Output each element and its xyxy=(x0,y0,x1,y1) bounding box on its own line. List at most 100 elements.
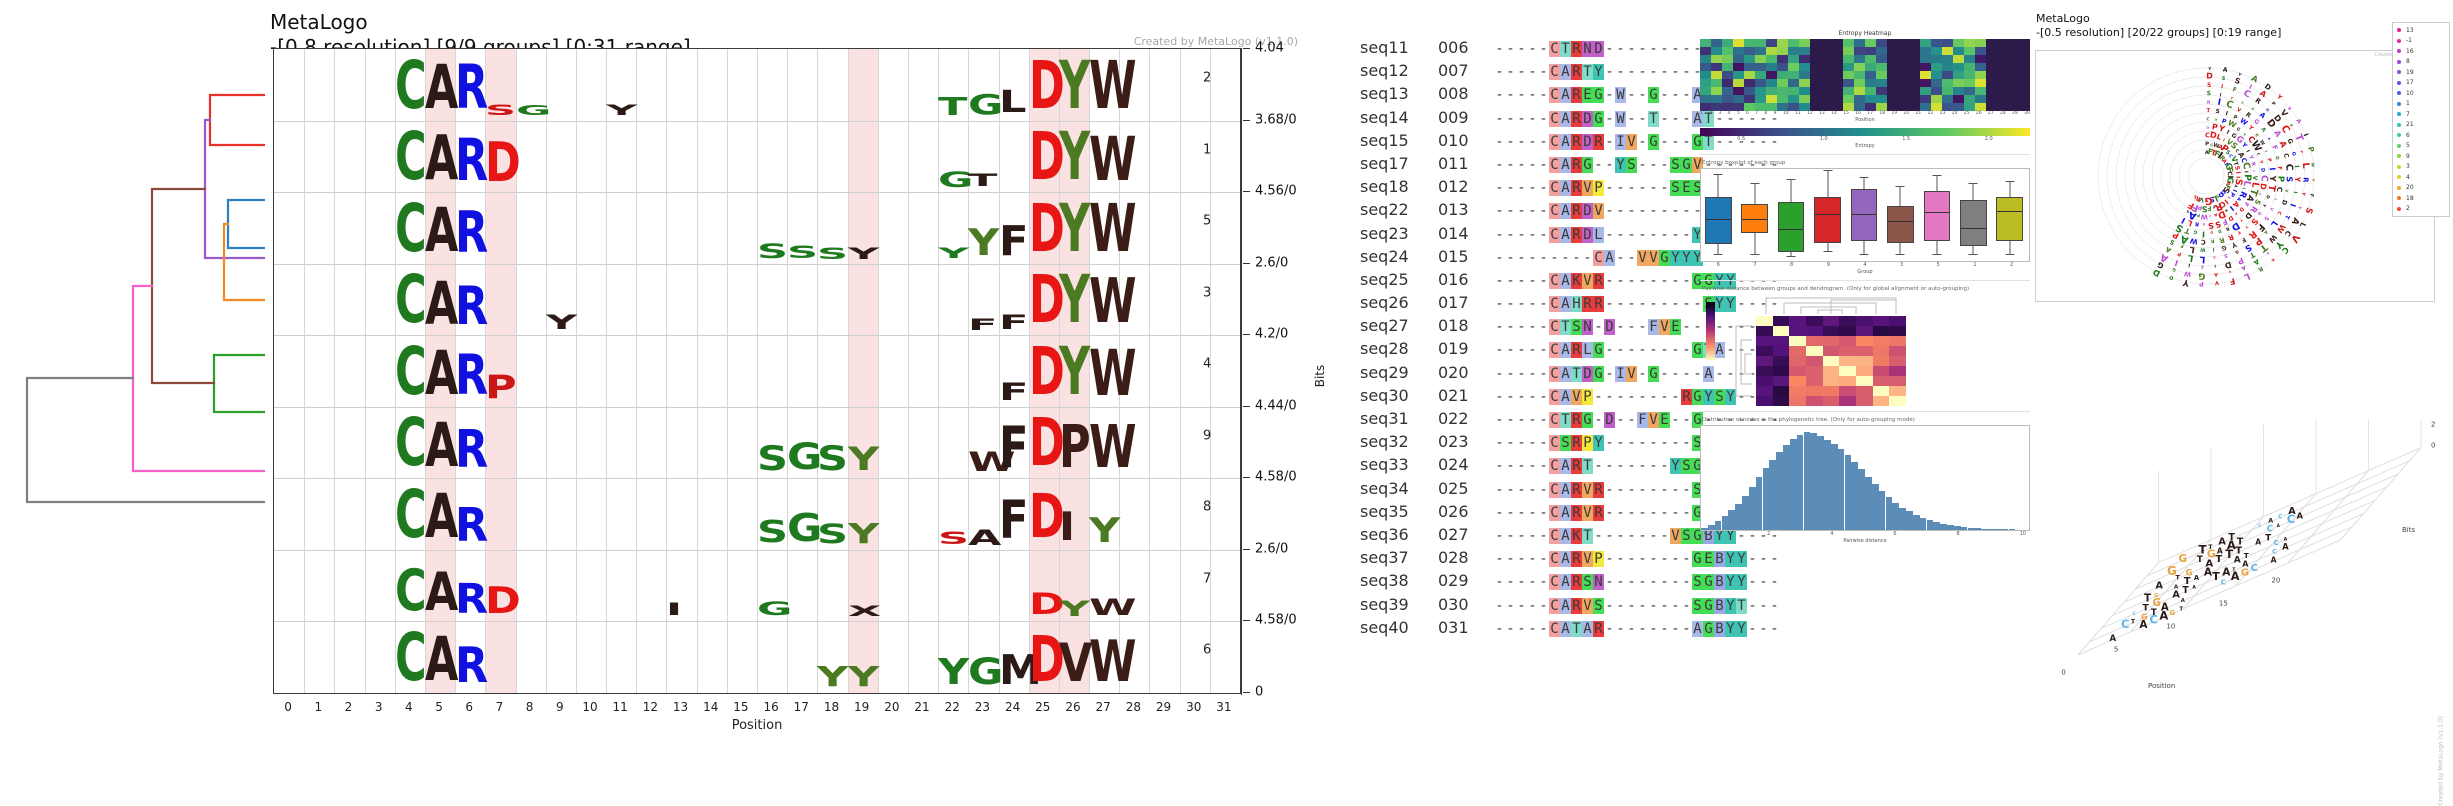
heatmap-cell xyxy=(1986,71,1997,79)
legend-item[interactable]: 7 xyxy=(2395,109,2447,120)
legend-item[interactable]: 10 xyxy=(2395,88,2447,99)
position-tick: 3 xyxy=(374,700,383,714)
alignment-residue: R xyxy=(1571,574,1582,591)
legend-item[interactable]: 9 xyxy=(2395,151,2447,162)
alignment-residue: Y xyxy=(1692,249,1703,266)
histogram-bar xyxy=(1783,444,1790,530)
alignment-seq-index: 009 xyxy=(1438,107,1469,127)
alignment-residue: - xyxy=(1627,110,1636,127)
3d-logo-letter: G xyxy=(2152,597,2161,609)
alignment-residue: - xyxy=(1528,574,1537,591)
legend-item[interactable]: 3 xyxy=(2395,162,2447,173)
legend-item[interactable]: 19 xyxy=(2395,67,2447,78)
legend-item[interactable]: -1 xyxy=(2395,36,2447,47)
alignment-residue: - xyxy=(1627,551,1636,568)
heatmap-cell xyxy=(1909,55,1920,63)
circular-logo-letter: W xyxy=(2238,116,2249,127)
circular-logo-letter: W xyxy=(2189,236,2199,246)
alignment-residue: - xyxy=(1605,296,1614,313)
heatmap-cell xyxy=(1876,63,1887,71)
legend-label: 20 xyxy=(2406,184,2414,192)
alignment-residue: - xyxy=(1748,133,1757,150)
alignment-residue: S xyxy=(1670,156,1681,173)
alignment-residue: - xyxy=(1660,435,1669,452)
heatmap-cell xyxy=(1722,71,1733,79)
legend-item[interactable]: 4 xyxy=(2395,172,2447,183)
alignment-residue: - xyxy=(1506,180,1515,197)
heatmap-cell xyxy=(1832,79,1843,87)
legend-item[interactable]: 20 xyxy=(2395,183,2447,194)
entropy-colorbar xyxy=(1700,128,2030,136)
3d-bits-label: Bits xyxy=(2402,526,2415,534)
alignment-residue: - xyxy=(1517,180,1526,197)
clustermap-cell xyxy=(1889,316,1906,326)
legend-item[interactable]: 5 xyxy=(2395,141,2447,152)
heatmap-cell xyxy=(1810,103,1821,111)
alignment-residue: - xyxy=(1539,87,1548,104)
heatmap-cell xyxy=(1986,63,1997,71)
alignment-residue: - xyxy=(1517,296,1526,313)
circular-logo-letter: D xyxy=(2217,229,2222,235)
heatmap-cell xyxy=(1788,63,1799,71)
alignment-residue: - xyxy=(1671,574,1680,591)
alignment-residue: A xyxy=(1560,597,1571,614)
circular-logo-letter: R xyxy=(2301,177,2309,183)
alignment-residue: - xyxy=(1583,249,1592,266)
alignment-residue: - xyxy=(1748,551,1757,568)
alignment-residue: - xyxy=(1539,41,1548,57)
alignment-residue: V xyxy=(1692,156,1703,173)
legend-item[interactable]: 1 xyxy=(2395,99,2447,110)
alignment-residue: - xyxy=(1528,458,1537,475)
circular-logo-letter: A xyxy=(2205,150,2209,156)
vertical-gridline xyxy=(787,49,789,693)
alignment-residue: - xyxy=(1715,365,1724,382)
highlight-column xyxy=(485,49,516,693)
circular-logo-letter: I xyxy=(2292,191,2298,194)
alignment-residue: - xyxy=(1682,272,1691,289)
legend-item[interactable]: 16 xyxy=(2395,46,2447,57)
alignment-residue: - xyxy=(1495,504,1504,521)
legend-item[interactable]: 18 xyxy=(2395,193,2447,204)
alignment-residue: - xyxy=(1605,64,1614,81)
circular-logo-letter: A xyxy=(2239,264,2246,271)
circular-logo-letter: W xyxy=(2267,233,2279,245)
alignment-residue: - xyxy=(1517,342,1526,359)
legend-item[interactable]: 17 xyxy=(2395,78,2447,89)
legend-item[interactable]: 21 xyxy=(2395,120,2447,131)
legend-item[interactable]: 2 xyxy=(2395,204,2447,215)
heatmap-cell xyxy=(1700,39,1711,47)
logo-letter: D xyxy=(1028,587,1065,622)
logo-letter: M xyxy=(998,646,1042,693)
alignment-residue: - xyxy=(1528,226,1537,243)
heatmap-cell xyxy=(1832,47,1843,55)
alignment-residue: - xyxy=(1627,180,1636,197)
logo-letter: T xyxy=(938,91,968,121)
heatmap-xtick: 12 xyxy=(1806,111,1813,116)
circular-logo-letter: W xyxy=(2200,246,2206,252)
alignment-residue: - xyxy=(1517,481,1526,498)
legend-item[interactable]: 6 xyxy=(2395,130,2447,141)
alignment-residue: R xyxy=(1593,504,1604,521)
alignment-residue: N xyxy=(1582,319,1593,336)
bits-tick-label: 4.58/0 xyxy=(1255,612,1297,628)
bits-tickmark xyxy=(1243,334,1250,336)
entropy-heatmap-block: Entropy Heatmap 1 2 3 4 5 6 7 8 9 10 11 12 13 14 15 16 1… xyxy=(1700,30,2030,149)
legend-item[interactable]: 8 xyxy=(2395,57,2447,68)
circular-logo-letter: I xyxy=(2226,175,2235,178)
logo-letter: S xyxy=(817,243,849,263)
circular-logo-letter: R xyxy=(2247,228,2259,240)
3d-logo-letter: T xyxy=(2208,544,2213,551)
3d-floor-gridline xyxy=(2130,539,2212,633)
clustermap-caption: Pairwise distance between groups and den… xyxy=(1702,286,1970,292)
alignment-seq-index: 030 xyxy=(1438,594,1469,614)
heatmap-cell xyxy=(1843,95,1854,103)
heatmap-cell xyxy=(1986,39,1997,47)
alignment-residue: - xyxy=(1605,620,1614,637)
alignment-residue: - xyxy=(1616,574,1625,591)
heatmap-cell xyxy=(1920,87,1931,95)
legend-item[interactable]: 13 xyxy=(2395,25,2447,36)
3d-logo-letter: A xyxy=(2234,555,2241,565)
circular-logo-letter: C xyxy=(2200,238,2205,246)
alignment-residue: - xyxy=(1748,319,1757,336)
